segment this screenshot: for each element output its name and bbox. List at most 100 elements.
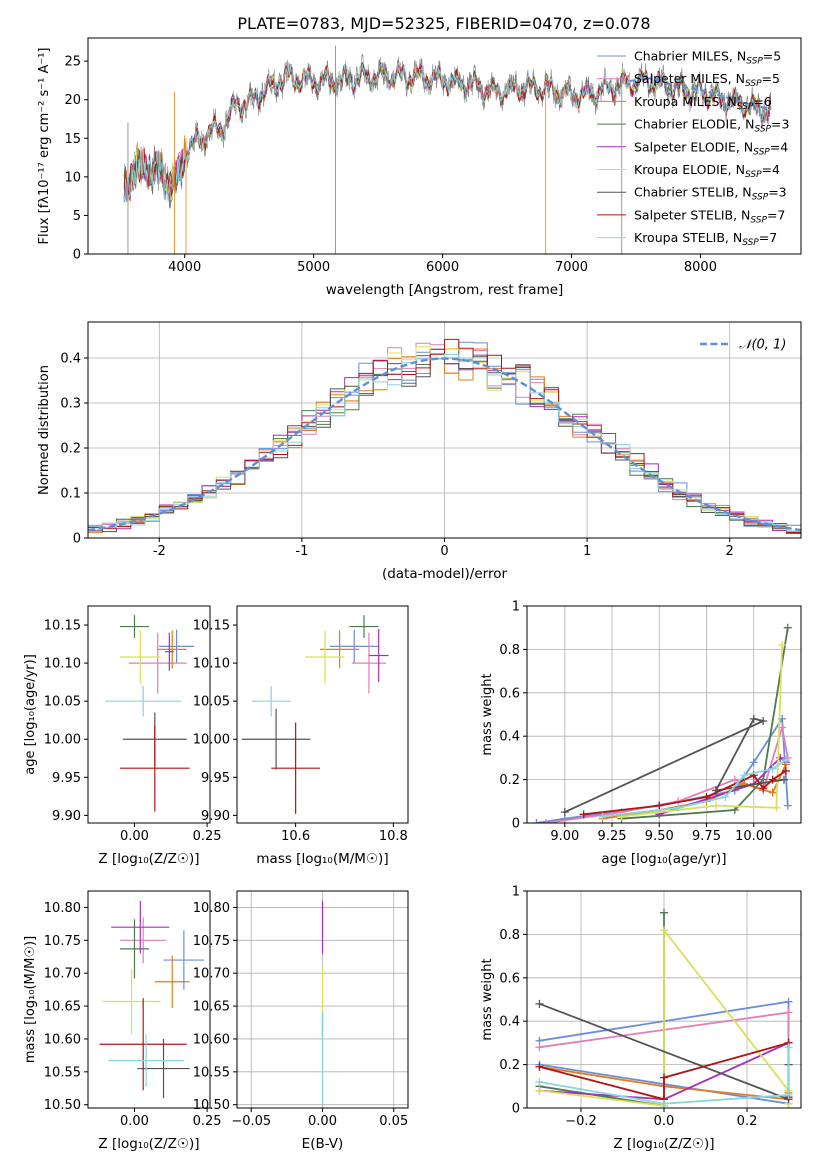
weight-point	[784, 997, 793, 1006]
y-tick-label: 0	[73, 532, 81, 547]
x-tick-label: 0.00	[120, 1114, 149, 1129]
x-tick-label: 1	[583, 544, 591, 559]
x-tick-label: 0	[440, 544, 448, 559]
weight-point	[535, 1077, 544, 1086]
y-tick-label: 0.6	[499, 686, 520, 701]
errorbar-kroupa_miles	[154, 955, 190, 1009]
y-tick-label: 0.8	[499, 643, 520, 658]
weight-line-kroupa_stelib	[539, 1047, 790, 1105]
y-axis-label: age [log₁₀(age/yr)]	[23, 654, 38, 775]
x-axis-label: wavelength [Angstrom, rest frame]	[326, 282, 564, 298]
y-tick-label: 15	[64, 132, 81, 147]
y-tick-label: 10.00	[193, 733, 230, 748]
x-tick-label: 5000	[297, 260, 330, 275]
weight-point	[730, 775, 739, 784]
axes-frame	[236, 605, 409, 824]
weight-point	[783, 801, 792, 810]
weight-point	[768, 764, 777, 773]
x-tick-label: 0.25	[193, 1114, 222, 1129]
y-tick-label: 10.05	[44, 695, 81, 710]
x-tick-label: 2	[726, 544, 734, 559]
y-tick-label: 9.90	[201, 809, 230, 824]
errorbar-kroupa_elodie	[119, 630, 161, 684]
errorbar-salpeter_miles	[119, 917, 167, 964]
weight-point	[772, 803, 781, 812]
plot-area	[105, 615, 195, 812]
errorbar-kroupa_miles	[157, 630, 187, 669]
weight-point	[784, 1008, 793, 1017]
figure-title: PLATE=0783, MJD=52325, FIBERID=0470, z=0…	[237, 14, 650, 33]
y-tick-label: 10.80	[44, 901, 81, 916]
y-tick-label: 10.55	[44, 1065, 81, 1080]
errorbar-chabrier_miles	[329, 629, 379, 664]
weight-point	[768, 788, 777, 797]
errorbar-salpeter_stelib	[99, 998, 187, 1091]
x-tick-label: 0.2	[737, 1114, 758, 1129]
x-tick-label: 0.00	[120, 829, 149, 844]
legend: Chabrier MILES, NSSP=5 Salpeter MILES, NS…	[597, 49, 789, 248]
errorbar-salpeter_miles	[128, 632, 187, 694]
panel-weight_vs_age: 9.00 9.25 9.50 9.75 10.00 0 0.2 0.4 0.6 0.8 1 age […	[480, 600, 802, 867]
histogram-salpeter_stelib	[88, 338, 801, 535]
legend-label: Kroupa MILES, NSSP=6	[634, 94, 772, 112]
y-tick-label: 10.50	[193, 1098, 230, 1113]
axes: −0.2 0.0 0.2 0 0.2 0.4 0.6 0.8 1 Z [log₁₀(Z/Z☉)] m…	[480, 885, 802, 1152]
legend-entry: Salpeter MILES, NSSP=5	[597, 71, 780, 89]
y-tick-label: 1	[512, 600, 520, 615]
legend-entry: Chabrier MILES, NSSP=5	[597, 49, 781, 67]
axes: 4000 5000 6000 7000 8000 0 5 10 15 20 25 wavelength…	[37, 37, 802, 298]
x-tick-label: 7000	[555, 260, 588, 275]
x-axis-label: mass [log₁₀(M/M☉)]	[256, 851, 388, 867]
weight-point	[711, 801, 720, 810]
weight-point	[702, 792, 711, 801]
panel-weight_vs_Z: −0.2 0.0 0.2 0 0.2 0.4 0.6 0.8 1 Z [log₁₀(Z/Z☉)] m…	[480, 885, 802, 1152]
axes: 0.00 0.25 10.50 10.55 10.60 10.65 10.70 10.75 10…	[23, 890, 222, 1152]
weight-point	[784, 1043, 793, 1052]
y-tick-label: 0.4	[499, 730, 520, 745]
axes-frame	[87, 605, 211, 824]
weight-point	[768, 775, 777, 784]
weight-point	[655, 801, 664, 810]
y-tick-label: 0	[512, 1102, 520, 1117]
weight-point	[541, 819, 550, 823]
x-tick-label: 0.05	[379, 1114, 408, 1129]
y-tick-label: 10.55	[193, 1065, 230, 1080]
y-tick-label: 20	[64, 93, 81, 108]
legend-entry: Kroupa STELIB, NSSP=7	[597, 230, 777, 248]
axes: −0.05 0.00 0.05 10.50 10.55 10.60 10.65 10.70 10…	[193, 890, 409, 1152]
axes-frame	[87, 37, 802, 255]
x-tick-label: 0.00	[308, 1114, 337, 1129]
axes: -2 -1 0 1 2 0 0.1 0.2 0.3 0.4 (data-model)/error No…	[37, 321, 802, 582]
weight-point	[535, 1086, 544, 1095]
x-tick-label: 8000	[684, 260, 717, 275]
x-tick-label: -2	[153, 544, 166, 559]
axes: 9.00 9.25 9.50 9.75 10.00 0 0.2 0.4 0.6 0.8 1 age […	[480, 600, 802, 867]
y-tick-label: 10.80	[193, 901, 230, 916]
weight-point	[535, 999, 544, 1008]
panel-residuals: -2 -1 0 1 2 0 0.1 0.2 0.3 0.4 (data-model)/error No…	[37, 321, 802, 582]
axes-frame	[526, 605, 802, 824]
x-tick-label: 10.6	[281, 829, 310, 844]
y-tick-label: 1	[512, 885, 520, 900]
legend-entry: Kroupa MILES, NSSP=6	[597, 94, 772, 112]
weight-point	[660, 908, 668, 917]
y-tick-label: 10.60	[193, 1032, 230, 1047]
legend-entry: Chabrier STELIB, NSSP=3	[597, 185, 787, 203]
errorbar-chabrier_miles	[159, 629, 195, 664]
weight-point	[730, 805, 739, 814]
legend-label: Salpeter STELIB, NSSP=7	[634, 207, 785, 225]
x-axis-label: Z [log₁₀(Z/Z☉)]	[613, 1136, 714, 1152]
weight-line-kroupa_stelib	[602, 759, 787, 818]
panel-spectrum: 4000 5000 6000 7000 8000 0 5 10 15 20 25 wavelength…	[37, 37, 802, 298]
weight-point	[784, 1090, 793, 1099]
plot-area	[532, 623, 792, 823]
spectrum-line-salpeter_stelib	[123, 62, 772, 198]
x-axis-label: Z [log₁₀(Z/Z☉)]	[98, 851, 199, 867]
errorbar-salpeter_elodie	[164, 632, 174, 671]
legend-label: Chabrier ELODIE, NSSP=3	[634, 117, 789, 135]
x-axis-label: E(B-V)	[302, 1136, 344, 1152]
plot-area	[535, 908, 793, 1108]
x-tick-label: 0.0	[654, 1114, 675, 1129]
weight-line-chabrier_elodie	[621, 627, 789, 820]
